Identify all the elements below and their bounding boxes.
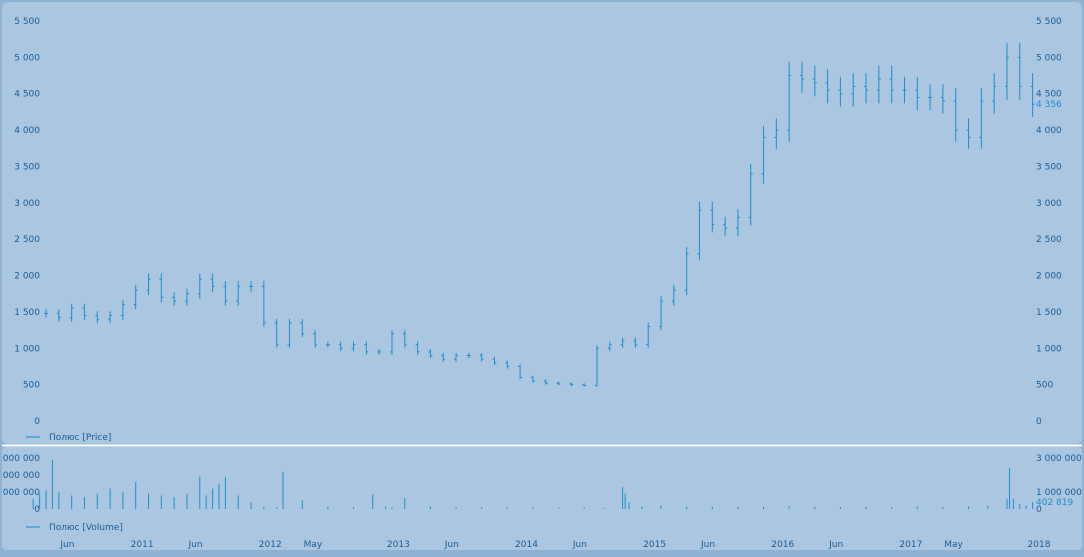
x-tick-label: Jun bbox=[59, 540, 74, 550]
volume-legend-label: Полюс [Volume] bbox=[49, 523, 123, 533]
price-y-tick-label-right: 3 500 bbox=[1036, 162, 1062, 172]
x-tick-label: 2011 bbox=[131, 540, 154, 550]
x-tick-label: May bbox=[944, 540, 963, 550]
price-y-tick-label-left: 2 000 bbox=[14, 272, 40, 282]
price-y-tick-label-right: 4 000 bbox=[1036, 126, 1062, 136]
price-y-tick-label-right: 5 500 bbox=[1036, 17, 1062, 27]
price-y-tick-label-right: 4 500 bbox=[1036, 90, 1062, 100]
price-y-tick-label-left: 2 500 bbox=[14, 235, 40, 245]
price-y-tick-label-left: 1 500 bbox=[14, 308, 40, 318]
x-tick-label: 2015 bbox=[643, 540, 666, 550]
x-tick-label: Jun bbox=[444, 540, 459, 550]
price-y-tick-label-left: 3 000 bbox=[14, 199, 40, 209]
price-series bbox=[44, 42, 1035, 387]
price-y-tick-label-left: 500 bbox=[23, 381, 40, 391]
price-y-tick-label-left: 3 500 bbox=[14, 162, 40, 172]
volume-y-tick-label-right: 1 000 000 bbox=[1036, 488, 1082, 498]
x-tick-label: Jun bbox=[572, 540, 587, 550]
price-y-tick-label-left: 5 500 bbox=[14, 17, 40, 27]
price-panel-background bbox=[2, 2, 1082, 444]
volume-y-tick-label-right: 3 000 000 bbox=[1036, 454, 1082, 464]
x-tick-label: 2013 bbox=[387, 540, 410, 550]
x-axis: Jun 2011 Jun 2012 May 2013 Jun 2014 Jun 2015 Jun 20… bbox=[59, 540, 1050, 550]
x-tick-label: 2018 bbox=[1028, 540, 1051, 550]
x-tick-label: 2017 bbox=[899, 540, 922, 550]
volume-last-value: 402 819 bbox=[1036, 498, 1073, 508]
x-tick-label: 2016 bbox=[771, 540, 794, 550]
price-legend: Полюс [Price] bbox=[26, 433, 111, 443]
x-tick-label: Jun bbox=[187, 540, 202, 550]
volume-series bbox=[32, 459, 1034, 509]
price-y-tick-label-right: 0 bbox=[1036, 417, 1042, 427]
volume-panel-background bbox=[2, 447, 1082, 550]
x-tick-label: Jun bbox=[700, 540, 715, 550]
price-y-tick-label-right: 500 bbox=[1036, 381, 1053, 391]
volume-y-tick-label-left: 1 000 000 bbox=[0, 488, 40, 498]
x-tick-label: 2014 bbox=[515, 540, 538, 550]
volume-y-axis-left: 0 1 000 000 2 000 000 3 000 000 bbox=[0, 454, 40, 515]
x-tick-label: May bbox=[304, 540, 323, 550]
x-tick-label: 2012 bbox=[259, 540, 282, 550]
price-last-value: 4 356 bbox=[1036, 100, 1062, 110]
volume-y-tick-label-right: 0 bbox=[1036, 505, 1042, 515]
price-y-axis-right: 0 500 1 000 1 500 2 000 2 500 3 000 3 500 4 000 4… bbox=[1036, 17, 1062, 427]
price-y-tick-label-left: 4 500 bbox=[14, 90, 40, 100]
volume-y-tick-label-left: 2 000 000 bbox=[0, 471, 40, 481]
price-y-tick-label-right: 5 000 bbox=[1036, 53, 1062, 63]
price-legend-label: Полюс [Price] bbox=[49, 433, 111, 443]
volume-y-tick-label-left: 3 000 000 bbox=[0, 454, 40, 464]
price-y-tick-label-left: 0 bbox=[34, 417, 40, 427]
price-y-axis-left: 0 500 1 000 1 500 2 000 2 500 3 000 3 500 4 000 4… bbox=[14, 17, 40, 427]
volume-y-tick-label-left: 0 bbox=[34, 505, 40, 515]
volume-legend: Полюс [Volume] bbox=[26, 523, 123, 533]
price-y-tick-label-right: 2 500 bbox=[1036, 235, 1062, 245]
price-y-tick-label-right: 2 000 bbox=[1036, 272, 1062, 282]
price-y-tick-label-right: 1 500 bbox=[1036, 308, 1062, 318]
price-y-tick-label-right: 1 000 bbox=[1036, 344, 1062, 354]
price-y-tick-label-right: 3 000 bbox=[1036, 199, 1062, 209]
price-y-tick-label-left: 4 000 bbox=[14, 126, 40, 136]
x-tick-label: Jun bbox=[828, 540, 843, 550]
price-y-tick-label-left: 1 000 bbox=[14, 344, 40, 354]
price-y-tick-label-left: 5 000 bbox=[14, 53, 40, 63]
volume-y-axis-right: 0 1 000 000 3 000 000 bbox=[1036, 454, 1082, 515]
